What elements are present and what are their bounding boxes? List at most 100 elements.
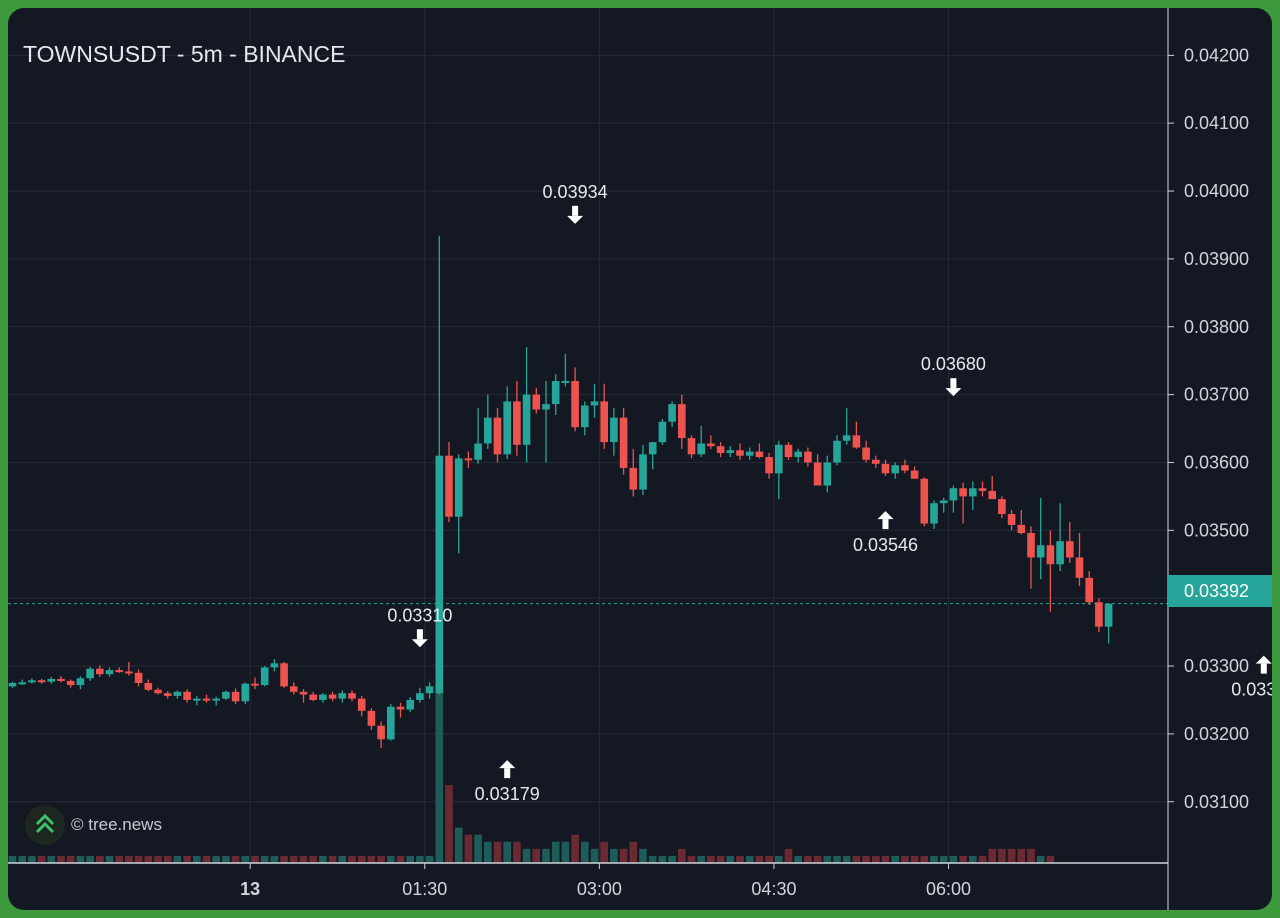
candle-body — [319, 694, 327, 700]
candle-body — [309, 694, 317, 700]
volume-bar — [551, 841, 560, 863]
down-arrow-icon — [411, 639, 428, 648]
volume-bar — [1007, 848, 1016, 863]
candle-body — [910, 470, 919, 479]
volume-bar — [804, 855, 812, 863]
candle-body — [532, 394, 541, 410]
low-annotation-label: 0.03546 — [853, 535, 918, 555]
x-tick-label: 13 — [240, 879, 260, 899]
candle-body — [115, 670, 123, 673]
y-tick-label: 0.04200 — [1184, 45, 1249, 65]
y-tick-label: 0.03300 — [1184, 656, 1249, 676]
candle-body — [416, 693, 424, 700]
volume-bar — [144, 855, 153, 863]
up-arrow-icon — [882, 519, 889, 530]
volume-bar — [1027, 848, 1035, 863]
volume-bar — [765, 855, 773, 863]
candle-body — [270, 663, 279, 668]
volume-bar — [939, 855, 948, 863]
candle-body — [8, 683, 17, 687]
candle-body — [212, 698, 220, 701]
volume-bar — [493, 841, 502, 863]
candle-body — [377, 725, 385, 740]
volume-bar — [716, 855, 725, 863]
candle-body — [435, 455, 444, 694]
high-annotation-label: 0.03934 — [543, 182, 608, 202]
volume-bar — [668, 855, 676, 863]
candle-body — [561, 381, 570, 384]
volume-bar — [581, 841, 589, 863]
candlestick-chart[interactable]: 0.03934 0.03310 0.03179 0.03546 0.03680 0.033… — [8, 8, 1272, 910]
candle-body — [260, 667, 269, 686]
x-tick-label: 03:00 — [577, 879, 622, 899]
volume-bar — [115, 855, 123, 863]
candle-body — [619, 417, 628, 468]
candle-body — [794, 451, 802, 458]
volume-bar — [348, 855, 356, 863]
volume-bar — [726, 855, 735, 863]
candle-body — [1007, 514, 1016, 525]
volume-bar — [464, 834, 473, 863]
candle-body — [755, 451, 764, 458]
candle-body — [784, 444, 793, 458]
candle-body — [1017, 524, 1026, 534]
candle-body — [804, 451, 812, 463]
tree-news-logo-icon — [25, 805, 65, 845]
candle-body — [978, 488, 987, 491]
candle-body — [241, 683, 250, 702]
up-arrow-icon — [1255, 655, 1272, 664]
chart-title: TOWNSUSDT - 5m - BINANCE — [23, 41, 346, 67]
y-tick-label: 0.03700 — [1184, 385, 1249, 405]
volume-bar — [105, 855, 114, 863]
volume-bar — [949, 855, 958, 863]
candle-body — [76, 678, 85, 686]
volume-bar — [183, 855, 191, 863]
candle-body — [745, 451, 754, 456]
axes: 0.031000.032000.033000.034000.035000.036… — [8, 8, 1249, 910]
volume-bar — [270, 855, 279, 863]
volume-bar — [86, 855, 94, 863]
volume-bar — [775, 855, 783, 863]
candle-body — [639, 454, 647, 490]
candle-body — [125, 671, 133, 674]
volume-bar — [930, 855, 938, 863]
chart-frame[interactable]: 0.03934 0.03310 0.03179 0.03546 0.03680 0.033… — [8, 8, 1272, 910]
candle-body — [328, 694, 337, 699]
candle-body — [610, 417, 618, 443]
volume-bar — [513, 841, 521, 863]
volume-bar — [474, 834, 482, 863]
watermark: © tree.news — [25, 805, 162, 845]
candle-body — [387, 706, 395, 740]
candle-body — [959, 488, 967, 497]
candle-body — [590, 401, 599, 406]
candle-body — [988, 490, 996, 500]
candle-body — [47, 678, 56, 682]
candle-body — [367, 710, 376, 726]
candle-body — [18, 682, 26, 685]
volume-bar — [522, 848, 531, 863]
candle-body — [707, 443, 715, 447]
candle-body — [765, 457, 773, 474]
candle-body — [522, 394, 531, 445]
candle-body — [833, 440, 841, 463]
down-arrow-icon — [567, 215, 584, 224]
volume-bar — [610, 848, 618, 863]
candle-body — [86, 668, 94, 679]
high-annotation-label: 0.03680 — [921, 354, 986, 374]
candle-body — [66, 680, 75, 686]
candle-body — [939, 500, 948, 504]
high-annotation-label: 0.03310 — [387, 605, 452, 625]
volume-bar — [251, 855, 259, 863]
candle-body — [648, 442, 657, 455]
price-annotations: 0.03934 0.03310 0.03179 0.03546 0.03680 0.033… — [387, 182, 1272, 804]
down-arrow-icon — [416, 629, 423, 640]
volume-bar — [697, 855, 705, 863]
volume-bar — [745, 855, 754, 863]
volume-bar — [260, 855, 269, 863]
low-annotation-label: 0.03333 — [1231, 680, 1272, 700]
candle-body — [202, 698, 211, 701]
candle-body — [425, 686, 434, 694]
volume-bar — [901, 855, 909, 863]
volume-bar — [503, 841, 511, 863]
candle-body — [163, 693, 172, 696]
